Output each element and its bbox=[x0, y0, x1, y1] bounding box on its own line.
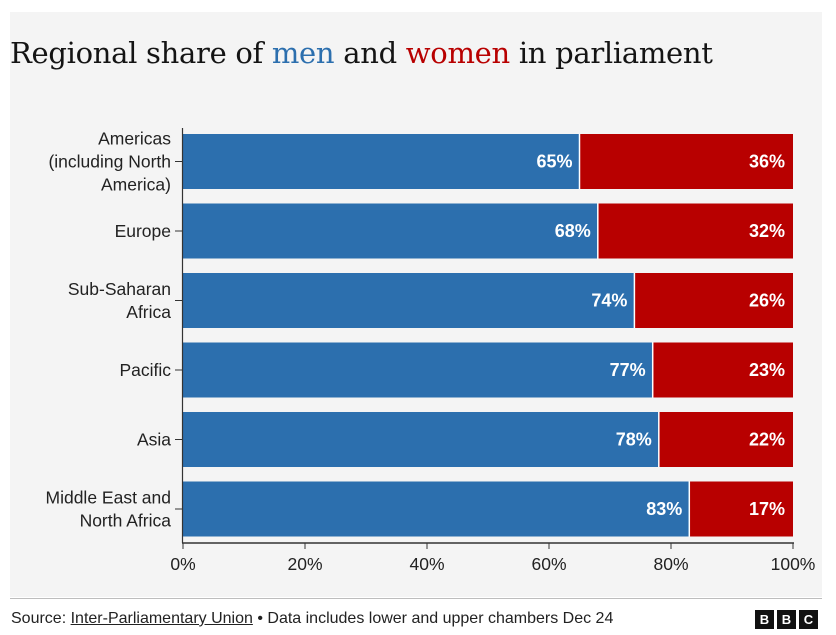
title-part-3: in parliament bbox=[509, 36, 713, 70]
data-label-men: 77% bbox=[610, 360, 646, 380]
x-tick-label: 60% bbox=[531, 554, 566, 574]
bar-men bbox=[183, 203, 598, 259]
category-label: Americas (including North America) bbox=[48, 129, 171, 195]
source-link[interactable]: Inter-Parliamentary Union bbox=[70, 610, 253, 627]
bar-women bbox=[597, 203, 793, 259]
chart-title: Regional share of men and women in parli… bbox=[10, 36, 713, 70]
x-tick-label: 0% bbox=[170, 554, 195, 574]
category-label: Europe bbox=[115, 221, 171, 241]
data-label-women: 22% bbox=[749, 430, 785, 450]
x-tick-label: 20% bbox=[287, 554, 322, 574]
footer-divider bbox=[10, 598, 822, 599]
bar-women bbox=[689, 481, 793, 537]
category-label: Pacific bbox=[119, 360, 171, 380]
source-detail: • Data includes lower and upper chambers… bbox=[252, 610, 614, 627]
category-label: Sub-Saharan Africa bbox=[68, 279, 171, 322]
bbc-logo-c: C bbox=[799, 610, 818, 629]
title-women: women bbox=[405, 36, 510, 70]
data-label-men: 74% bbox=[591, 291, 627, 311]
bbc-logo: B B C bbox=[755, 610, 818, 629]
data-label-women: 17% bbox=[749, 499, 785, 519]
x-tick-label: 80% bbox=[653, 554, 688, 574]
data-label-women: 23% bbox=[749, 360, 785, 380]
bar-men bbox=[183, 481, 690, 537]
bar-women bbox=[658, 412, 793, 467]
bar-women bbox=[652, 342, 793, 398]
title-part-1: Regional share of bbox=[10, 36, 272, 70]
title-part-2: and bbox=[334, 36, 406, 70]
data-label-men: 65% bbox=[536, 152, 572, 172]
bar-men bbox=[183, 412, 659, 467]
source-prefix: Source: bbox=[11, 610, 71, 627]
bar-men bbox=[183, 134, 580, 189]
bar-women bbox=[634, 273, 793, 328]
bar-men bbox=[183, 342, 653, 398]
data-label-men: 83% bbox=[646, 499, 682, 519]
data-label-women: 26% bbox=[749, 291, 785, 311]
bbc-logo-b2: B bbox=[777, 610, 796, 629]
category-label: Asia bbox=[137, 430, 171, 450]
x-tick-label: 100% bbox=[771, 554, 816, 574]
x-tick-label: 40% bbox=[409, 554, 444, 574]
bar-men bbox=[183, 273, 635, 328]
bar-chart: 65% 36% Americas (including North America) 68… bbox=[46, 128, 816, 574]
bbc-logo-b1: B bbox=[755, 610, 774, 629]
category-label: Middle East and North Africa bbox=[46, 488, 172, 531]
bar-women bbox=[579, 134, 793, 189]
source-note: Source: Inter-Parliamentary Union • Data… bbox=[11, 610, 613, 628]
title-men: men bbox=[271, 36, 335, 70]
data-label-men: 68% bbox=[555, 221, 591, 241]
data-label-women: 36% bbox=[749, 152, 785, 172]
data-label-men: 78% bbox=[616, 430, 652, 450]
data-label-women: 32% bbox=[749, 221, 785, 241]
